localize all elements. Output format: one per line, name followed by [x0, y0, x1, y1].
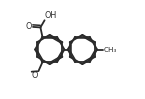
Text: O: O [26, 22, 32, 31]
Text: O: O [31, 71, 38, 80]
Text: OH: OH [45, 11, 57, 20]
Text: CH₃: CH₃ [103, 47, 117, 52]
